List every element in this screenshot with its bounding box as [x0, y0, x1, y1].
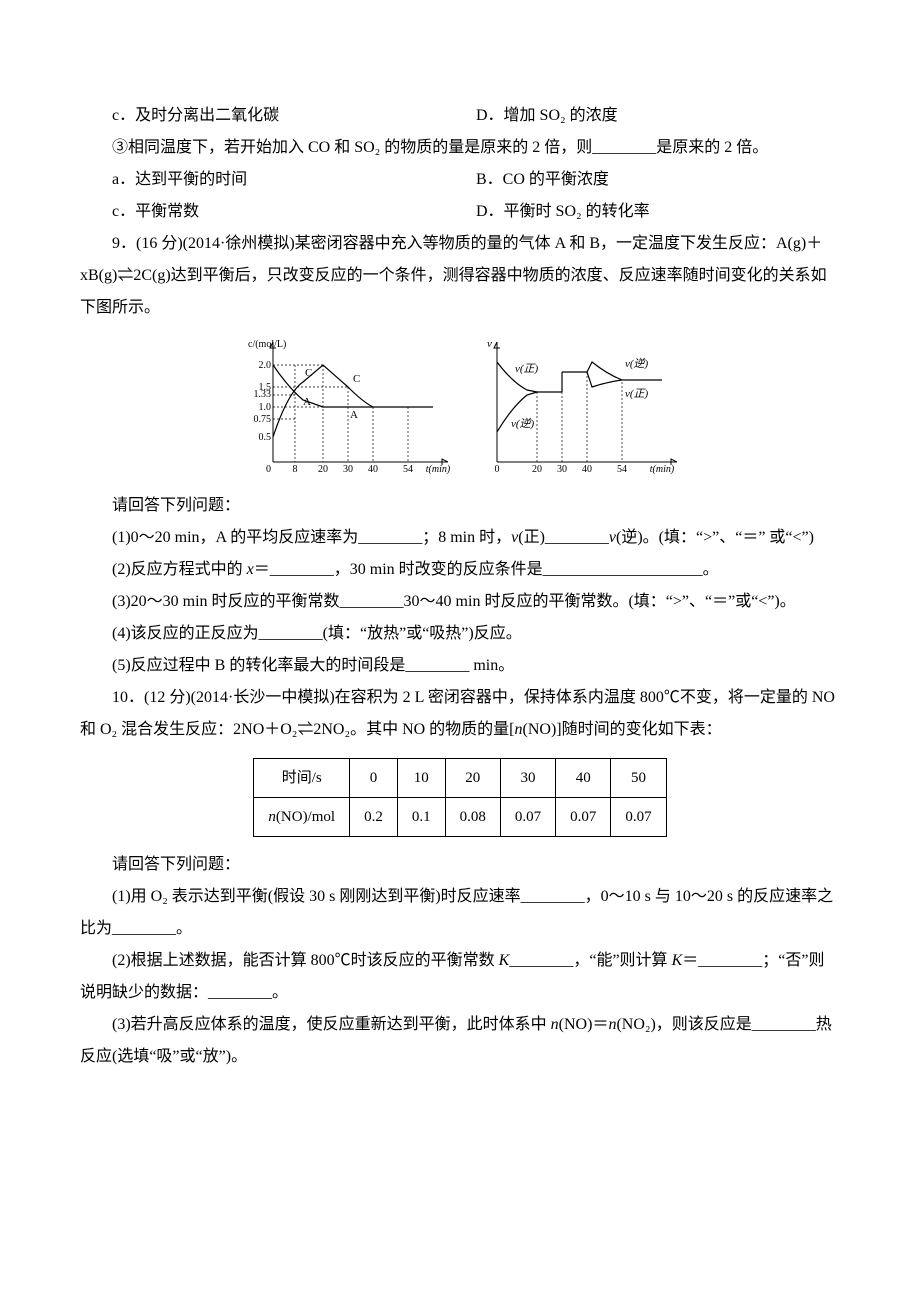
text: (正)________	[518, 529, 609, 546]
table-cell: 0.1	[397, 798, 445, 837]
table-cell: 时间/s	[254, 759, 350, 798]
table-cell: 0.07	[611, 798, 666, 837]
svg-text:1.33: 1.33	[254, 389, 272, 400]
q10-intro: 10．(12 分)(2014·长沙一中模拟)在容积为 2 L 密闭容器中，保持体…	[80, 682, 840, 746]
svg-text:54: 54	[403, 464, 413, 475]
svg-text:c/(mol/L): c/(mol/L)	[248, 339, 286, 350]
svg-text:0.75: 0.75	[254, 414, 272, 425]
option-row: c．平衡常数 D．平衡时 SO₂ 的转化率	[80, 196, 840, 228]
svg-text:1.0: 1.0	[259, 402, 272, 413]
text: (NO)＝	[559, 1016, 609, 1033]
q9-3: (3)20～30 min 时反应的平衡常数________30～40 min 时…	[80, 586, 840, 618]
text: (1)0～20 min，A 的平均反应速率为________；8 min 时，	[112, 529, 511, 546]
option-b: B．CO 的平衡浓度	[476, 164, 840, 196]
q10-3: (3)若升高反应体系的温度，使反应重新达到平衡，此时体系中 n(NO)＝n(NO…	[80, 1009, 840, 1073]
svg-text:20: 20	[318, 464, 328, 475]
chart-rate: v 0 20 30 40 54 t(min)	[467, 332, 687, 482]
n-italic: n	[551, 1016, 559, 1033]
q10-2: (2)根据上述数据，能否计算 800℃时该反应的平衡常数 K________，“…	[80, 945, 840, 1009]
q9-4: (4)该反应的正反应为________(填：“放热”或“吸热”)反应。	[80, 618, 840, 650]
table-row: n(NO)/mol 0.2 0.1 0.08 0.07 0.07 0.07	[254, 798, 666, 837]
option-row: a．达到平衡的时间 B．CO 的平衡浓度	[80, 164, 840, 196]
q9-5: (5)反应过程中 B 的转化率最大的时间段是________ min。	[80, 650, 840, 682]
svg-text:A: A	[303, 396, 311, 408]
q9-prompt: 请回答下列问题：	[80, 490, 840, 522]
text: ________，“能”则计算	[509, 952, 671, 969]
table-cell: 0.2	[350, 798, 398, 837]
text: (2)反应方程式中的	[112, 561, 247, 578]
table-cell: 0.08	[445, 798, 500, 837]
text: (3)若升高反应体系的温度，使反应重新达到平衡，此时体系中	[112, 1016, 551, 1033]
q9-intro: 9．(16 分)(2014·徐州模拟)某密闭容器中充入等物质的量的气体 A 和 …	[80, 228, 840, 324]
n-italic: n	[515, 721, 523, 738]
table-cell: 20	[445, 759, 500, 798]
table-cell: 0.07	[556, 798, 611, 837]
svg-text:0.5: 0.5	[259, 432, 272, 443]
K-italic: K	[672, 952, 683, 969]
svg-text:v(正): v(正)	[625, 388, 649, 400]
svg-text:C: C	[353, 373, 360, 385]
charts-container: c/(mol/L) 2.0 1.5 1.33 1.0 0.75 0.5 0 8 …	[80, 332, 840, 482]
table-cell: 40	[556, 759, 611, 798]
svg-text:C: C	[305, 367, 312, 379]
svg-text:v: v	[487, 338, 492, 350]
svg-text:0: 0	[266, 464, 271, 475]
q9-2: (2)反应方程式中的 x＝________，30 min 时改变的反应条件是__…	[80, 554, 840, 586]
option-c: c．及时分离出二氧化碳	[112, 100, 476, 132]
table-cell: 10	[397, 759, 445, 798]
svg-text:40: 40	[368, 464, 378, 475]
q10-1: (1)用 O₂ 表示达到平衡(假设 30 s 刚刚达到平衡)时反应速率_____…	[80, 881, 840, 945]
text: (逆)。(填：“>”、“＝” 或“<”)	[616, 529, 814, 546]
svg-text:30: 30	[343, 464, 353, 475]
table-cell: 50	[611, 759, 666, 798]
svg-text:20: 20	[532, 464, 542, 475]
option-a: a．达到平衡的时间	[112, 164, 476, 196]
text: (NO)]随时间的变化如下表：	[523, 721, 722, 738]
svg-text:40: 40	[582, 464, 592, 475]
x-italic: x	[247, 561, 254, 578]
svg-text:v(正): v(正)	[515, 363, 539, 375]
page-content: c．及时分离出二氧化碳 D．增加 SO₂ 的浓度 ③相同温度下，若开始加入 CO…	[0, 0, 920, 1133]
option-row: c．及时分离出二氧化碳 D．增加 SO₂ 的浓度	[80, 100, 840, 132]
option-c: c．平衡常数	[112, 196, 476, 228]
data-table: 时间/s 0 10 20 30 40 50 n(NO)/mol 0.2 0.1 …	[253, 758, 666, 837]
q9-1: (1)0～20 min，A 的平均反应速率为________；8 min 时， v…	[80, 522, 840, 554]
svg-text:t(min): t(min)	[650, 464, 675, 475]
table-cell: 0	[350, 759, 398, 798]
text: ＝________，30 min 时改变的反应条件是______________…	[254, 561, 719, 578]
svg-text:t(min): t(min)	[426, 464, 451, 475]
q-stem-3: ③相同温度下，若开始加入 CO 和 SO₂ 的物质的量是原来的 2 倍，则___…	[80, 132, 840, 164]
table-header-row: 时间/s 0 10 20 30 40 50	[254, 759, 666, 798]
svg-text:8: 8	[293, 464, 298, 475]
svg-text:2.0: 2.0	[259, 360, 272, 371]
svg-text:0: 0	[495, 464, 500, 475]
option-d: D．平衡时 SO₂ 的转化率	[476, 196, 840, 228]
v-italic: v	[609, 529, 616, 546]
svg-text:v(逆): v(逆)	[625, 357, 649, 370]
chart-concentration: c/(mol/L) 2.0 1.5 1.33 1.0 0.75 0.5 0 8 …	[233, 332, 463, 482]
option-d: D．增加 SO₂ 的浓度	[476, 100, 840, 132]
text: (2)根据上述数据，能否计算 800℃时该反应的平衡常数	[112, 952, 499, 969]
q10-prompt: 请回答下列问题：	[80, 849, 840, 881]
table-cell: 30	[500, 759, 555, 798]
svg-text:A: A	[350, 409, 358, 421]
svg-text:54: 54	[617, 464, 627, 475]
svg-text:v(逆): v(逆)	[511, 417, 535, 430]
svg-text:30: 30	[557, 464, 567, 475]
table-cell: 0.07	[500, 798, 555, 837]
table-cell: n(NO)/mol	[254, 798, 350, 837]
K-italic: K	[499, 952, 510, 969]
